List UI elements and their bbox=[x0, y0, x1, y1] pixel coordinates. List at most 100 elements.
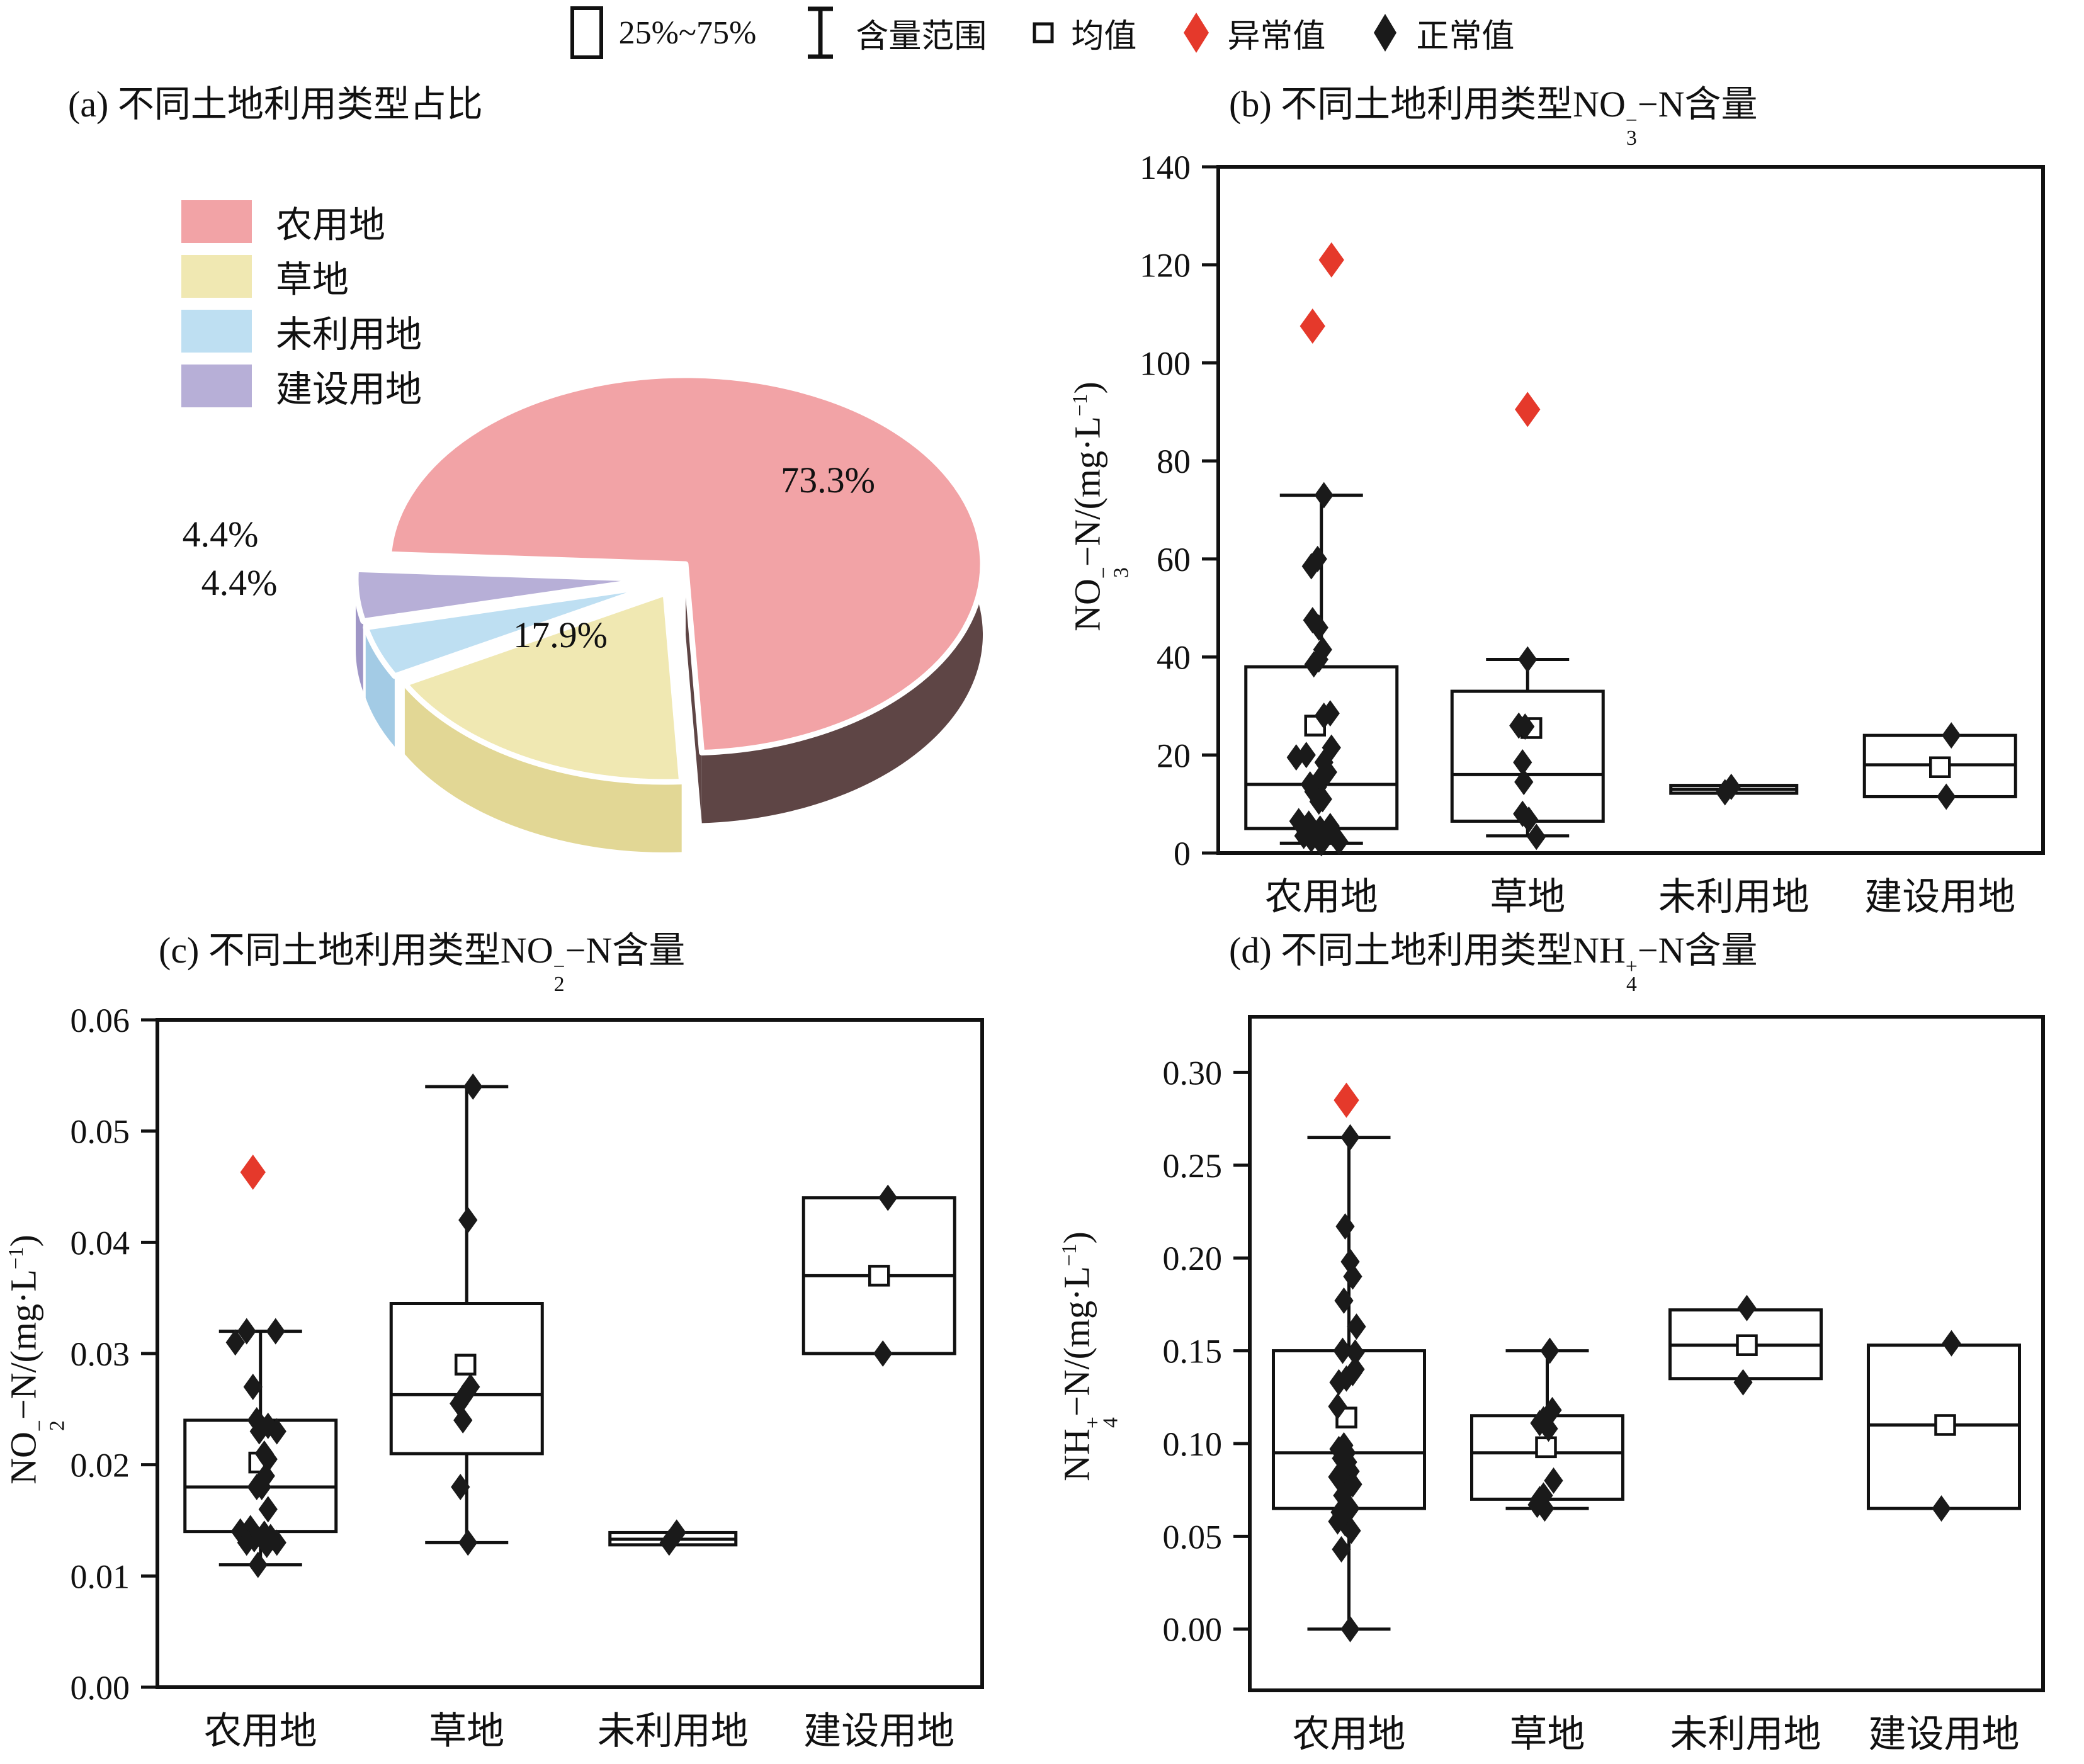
pie-side-wall bbox=[365, 627, 395, 747]
pie-slice-建设用地 bbox=[353, 566, 656, 625]
legend-item-mean: 均值 bbox=[1031, 9, 1136, 57]
legend-item-normal: 正常值 bbox=[1369, 9, 1514, 57]
mean-marker bbox=[1736, 1334, 1758, 1356]
box-group-未利用地 bbox=[1669, 773, 1799, 806]
plot-frame bbox=[1248, 1015, 2045, 1692]
y-tick-label: 0.05 bbox=[1163, 1518, 1223, 1556]
legend-label: 正常值 bbox=[1416, 18, 1515, 55]
pie-legend-label: 未利用地 bbox=[276, 314, 422, 355]
pie-side-wall bbox=[701, 484, 983, 823]
plot-style-legend: 25%~75% 含量范围 均值 异常值 正常值 bbox=[0, 4, 2084, 62]
legend-item-range: 含量范围 bbox=[800, 4, 987, 62]
pie-legend-row: 草地 bbox=[181, 255, 422, 300]
box-group-草地 bbox=[1470, 1337, 1624, 1522]
pie-legend: 农用地 草地 未利用地 建设用地 bbox=[181, 200, 422, 410]
x-category-label: 农用地 bbox=[204, 1710, 317, 1752]
pie-legend-swatch-farmland bbox=[181, 200, 252, 243]
y-tick-label: 0.05 bbox=[71, 1113, 130, 1151]
pie-slice-未利用地 bbox=[363, 582, 659, 679]
y-tick-label: 0.06 bbox=[71, 1002, 130, 1039]
outlier-diamond-icon bbox=[1184, 13, 1209, 53]
pie-legend-swatch-construction bbox=[181, 365, 252, 407]
pie-slice-农用地 bbox=[386, 372, 986, 756]
pie-legend-swatch-unused bbox=[181, 310, 252, 353]
pie-pct-label: 73.3% bbox=[781, 460, 875, 500]
pie-legend-label: 草地 bbox=[276, 259, 349, 300]
range-bar-glyph bbox=[808, 6, 834, 59]
x-category-label: 草地 bbox=[1510, 1714, 1585, 1755]
pie-legend-row: 农用地 bbox=[181, 200, 422, 246]
y-tick-label: 100 bbox=[1140, 344, 1191, 382]
panel-d-title: (d) 不同土地利用类型NH +4 −N含量 bbox=[1229, 930, 1758, 997]
x-category-label: 农用地 bbox=[1293, 1714, 1406, 1755]
iqr-box bbox=[389, 1302, 544, 1456]
pie-legend-label: 建设用地 bbox=[276, 369, 422, 410]
mean-marker bbox=[455, 1354, 477, 1376]
box-group-建设用地 bbox=[801, 1184, 956, 1367]
box-group-草地 bbox=[1450, 392, 1605, 851]
iqr-box-glyph bbox=[570, 6, 603, 59]
mean-marker bbox=[1535, 1436, 1557, 1459]
box-group-农用地 bbox=[1272, 1082, 1426, 1642]
pie-pct-label: 4.4% bbox=[201, 562, 278, 603]
y-tick-label: 0.00 bbox=[1163, 1611, 1223, 1649]
y-tick-label: 0.25 bbox=[1163, 1147, 1223, 1185]
mean-marker bbox=[868, 1265, 890, 1287]
mean-marker bbox=[1929, 756, 1951, 778]
normal-diamond-icon bbox=[1374, 14, 1397, 52]
panel-a-title: (a) 不同土地利用类型占比 bbox=[68, 84, 483, 125]
y-tick-label: 0.03 bbox=[71, 1335, 130, 1373]
box-group-建设用地 bbox=[1862, 722, 2017, 810]
y-tick-label: 0 bbox=[1174, 835, 1191, 873]
y-axis-ticks: 0 20 40 60 80 100 120 140 bbox=[1140, 149, 1218, 873]
y-tick-label: 140 bbox=[1140, 149, 1191, 186]
y-axis-ticks: 0.00 0.01 0.02 0.03 0.04 0.05 0.06 bbox=[71, 1002, 157, 1707]
pie-legend-label: 农用地 bbox=[276, 205, 386, 246]
x-category-label: 建设用地 bbox=[803, 1710, 954, 1752]
pie-legend-swatch-grassland bbox=[181, 255, 252, 298]
x-category-label: 草地 bbox=[1490, 876, 1565, 918]
y-tick-label: 20 bbox=[1157, 737, 1191, 774]
legend-label: 含量范围 bbox=[856, 18, 987, 55]
box-group-未利用地 bbox=[608, 1519, 738, 1556]
box-group-农用地 bbox=[183, 1155, 338, 1578]
legend-item-iqr-box: 25%~75% bbox=[570, 6, 757, 60]
mean-marker bbox=[1934, 1414, 1956, 1436]
x-category-label: 未利用地 bbox=[1670, 1714, 1821, 1755]
x-category-label: 建设用地 bbox=[1864, 876, 2015, 918]
x-category-label: 建设用地 bbox=[1869, 1714, 2020, 1755]
x-category-label: 未利用地 bbox=[1658, 876, 1809, 918]
y-tick-label: 0.20 bbox=[1163, 1240, 1223, 1277]
y-tick-label: 0.30 bbox=[1163, 1054, 1223, 1092]
y-axis-ticks: 0.00 0.05 0.10 0.15 0.20 0.25 0.30 bbox=[1163, 1054, 1250, 1649]
y-tick-label: 60 bbox=[1157, 541, 1191, 579]
plot-frame bbox=[1216, 165, 2045, 855]
x-category-label: 草地 bbox=[429, 1710, 504, 1752]
y-tick-label: 0.10 bbox=[1163, 1425, 1223, 1463]
box-group-农用地 bbox=[1244, 242, 1399, 857]
boxplot-no2: 0.00 0.01 0.02 0.03 0.04 0.05 0.06 农用地 草地 未利用地 建设用… bbox=[71, 1002, 984, 1752]
y-tick-label: 80 bbox=[1157, 443, 1191, 480]
panel-b-title: (b) 不同土地利用类型NO −3 −N含量 bbox=[1229, 84, 1758, 150]
pie-pct-label: 4.4% bbox=[183, 514, 259, 555]
legend-label: 25%~75% bbox=[618, 14, 757, 51]
y-tick-label: 0.00 bbox=[71, 1669, 130, 1707]
x-category-label: 未利用地 bbox=[597, 1710, 749, 1752]
pie-chart-3d: 73.3% 17.9% 4.4% 4.4% bbox=[183, 372, 986, 852]
legend-label: 均值 bbox=[1071, 18, 1137, 55]
legend-item-outlier: 异常值 bbox=[1181, 9, 1325, 57]
pie-pct-label: 17.9% bbox=[513, 614, 608, 655]
x-category-label: 农用地 bbox=[1265, 876, 1378, 918]
pie-legend-row: 建设用地 bbox=[181, 365, 422, 410]
y-tick-label: 0.15 bbox=[1163, 1333, 1223, 1371]
pie-slice-草地 bbox=[402, 590, 685, 785]
y-tick-label: 0.01 bbox=[71, 1558, 130, 1595]
y-tick-label: 40 bbox=[1157, 639, 1191, 677]
y-tick-label: 120 bbox=[1140, 247, 1191, 285]
pie-legend-row: 未利用地 bbox=[181, 310, 422, 355]
box-group-草地 bbox=[389, 1073, 544, 1556]
legend-label: 异常值 bbox=[1227, 18, 1326, 55]
panel-c-y-axis-label: NO −2 −N/(mg·L−1) bbox=[3, 1235, 69, 1484]
mean-square-glyph bbox=[1033, 22, 1054, 43]
